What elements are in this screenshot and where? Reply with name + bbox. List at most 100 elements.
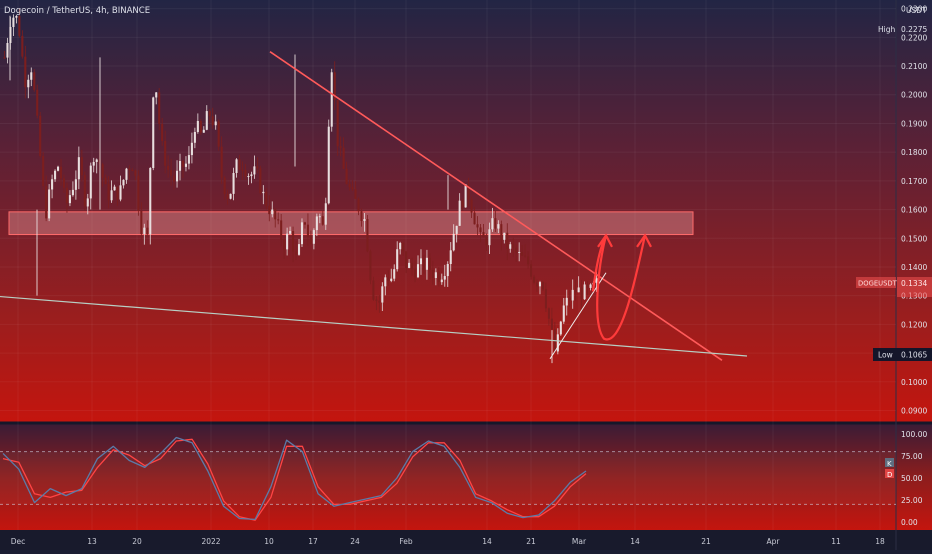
- candle-body: [223, 177, 226, 195]
- candle-body: [250, 174, 253, 177]
- candle-body: [390, 278, 393, 281]
- candle-body: [74, 179, 77, 190]
- candle-body: [27, 79, 30, 88]
- candle-body: [6, 42, 9, 58]
- candle-body: [524, 255, 527, 257]
- candle-body: [268, 205, 271, 215]
- candle-body: [324, 203, 327, 225]
- candle-body: [577, 287, 580, 293]
- candle-body: [434, 272, 437, 279]
- candle-body: [33, 72, 36, 90]
- candle-body: [86, 198, 89, 207]
- candle-body: [464, 184, 467, 208]
- candle-body: [411, 262, 414, 270]
- candle-body: [321, 216, 324, 225]
- stoch-rsi-oscillator: [0, 436, 896, 521]
- candle-body: [178, 161, 182, 171]
- time-tick-label: 18: [875, 537, 885, 546]
- candle-body: [12, 17, 15, 28]
- candle-body: [51, 179, 54, 190]
- candle-body: [521, 251, 524, 256]
- candle-body: [48, 189, 51, 219]
- low-label: Low: [878, 351, 893, 360]
- candle-body: [327, 126, 330, 204]
- low-value-background: [897, 348, 932, 361]
- time-tick-label: 24: [350, 537, 360, 546]
- candle-body: [357, 198, 360, 212]
- price-tick-label: 0.1800: [901, 148, 927, 157]
- candle-body: [92, 161, 95, 166]
- candle-body: [452, 233, 455, 251]
- candle-body: [470, 199, 473, 213]
- candle-body: [205, 111, 208, 130]
- candle-body: [286, 233, 289, 250]
- candle-body: [440, 279, 443, 283]
- candle-body: [354, 189, 357, 199]
- candle-body: [360, 211, 363, 221]
- candle-body: [292, 230, 295, 252]
- candle-body: [134, 170, 137, 176]
- candle-body: [399, 243, 402, 250]
- candle-body: [381, 286, 384, 303]
- candle-body: [535, 282, 539, 287]
- candle-body: [294, 251, 298, 255]
- high-value: 0.2275: [901, 25, 927, 34]
- candle-body: [482, 232, 485, 238]
- candle-body: [59, 166, 63, 179]
- candle-body: [473, 212, 476, 225]
- candle-body: [42, 156, 45, 187]
- candle-body: [125, 168, 128, 180]
- candle-body: [413, 269, 417, 278]
- candle-body: [500, 224, 503, 240]
- time-tick-label: Feb: [399, 537, 413, 546]
- candle-body: [262, 191, 265, 194]
- candle-body: [211, 116, 214, 126]
- candle-body: [393, 269, 396, 279]
- candle-body: [119, 185, 122, 200]
- candle-body: [36, 89, 39, 116]
- candle-body: [199, 120, 202, 133]
- candle-body: [416, 264, 420, 278]
- candle-body: [21, 35, 24, 57]
- candle-body: [190, 142, 193, 156]
- candle-body: [509, 244, 512, 249]
- candle-body: [530, 264, 533, 277]
- projection-arrow-head-2: [636, 233, 652, 248]
- candle-body: [366, 219, 369, 252]
- candle-body: [559, 321, 562, 335]
- oscillator-band-fill: [0, 452, 896, 505]
- candle-body: [518, 251, 521, 253]
- price-tick-label: 0.1600: [901, 206, 927, 215]
- candle-body: [330, 72, 333, 127]
- candle-body: [297, 244, 301, 255]
- candle-body: [431, 270, 434, 279]
- candle-body: [556, 334, 559, 352]
- candle-body: [437, 272, 440, 283]
- candle-body: [208, 111, 211, 117]
- candle-body: [193, 131, 196, 143]
- oscillator-tick-label: 0.00: [901, 518, 918, 527]
- time-tick-label: 20: [132, 537, 142, 546]
- candle-body: [485, 237, 488, 246]
- stoch-k-line: [2, 436, 587, 521]
- time-tick-label: 14: [482, 537, 492, 546]
- candle-body: [348, 183, 351, 188]
- candle-body: [83, 175, 86, 207]
- rising-trend-line: [549, 272, 607, 360]
- candle-body: [122, 179, 125, 186]
- candle-body: [77, 157, 80, 180]
- candle-body: [405, 251, 408, 268]
- candle-body: [65, 187, 69, 204]
- candle-body: [312, 230, 315, 244]
- low-value: 0.1065: [901, 351, 927, 360]
- candle-body: [217, 121, 220, 147]
- candle-body: [104, 177, 107, 185]
- candle-body: [494, 218, 497, 229]
- time-tick-label: Dec: [11, 537, 26, 546]
- candle-body: [89, 165, 92, 199]
- projection-path: [596, 235, 647, 341]
- candle-body: [15, 15, 18, 18]
- candle-body: [232, 172, 235, 194]
